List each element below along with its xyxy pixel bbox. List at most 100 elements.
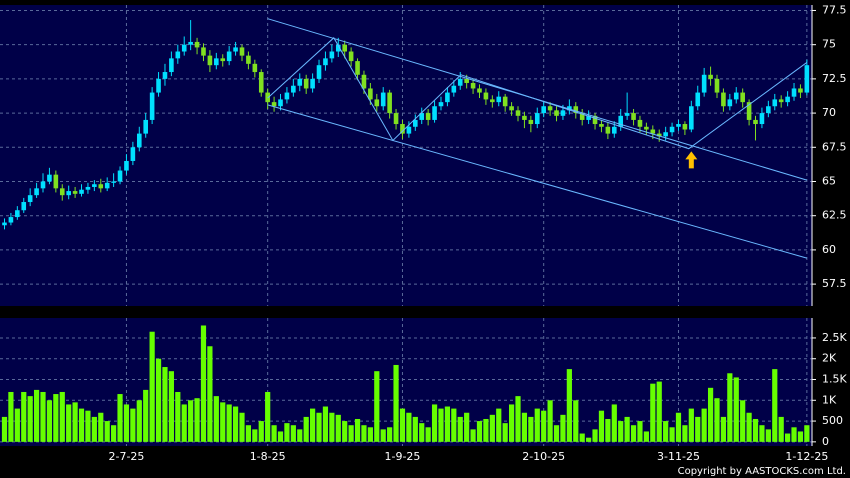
y-tick-label: 67.5: [822, 140, 847, 153]
volume-bar: [419, 423, 425, 442]
candle-body: [624, 113, 630, 116]
volume-bar: [130, 408, 136, 442]
candle-body: [560, 110, 566, 116]
candle-body: [316, 65, 322, 79]
y-tick-label: 1K: [822, 393, 837, 406]
candle-body: [136, 133, 142, 148]
trend-line: [267, 104, 808, 259]
candle-body: [8, 217, 14, 223]
volume-bar: [444, 406, 451, 442]
candle-body: [419, 113, 425, 120]
volume-bar: [650, 383, 656, 442]
candle-body: [579, 113, 585, 120]
volume-bar: [322, 406, 329, 442]
volume-bar: [701, 408, 707, 442]
candle-body: [477, 88, 482, 93]
volume-bar: [1, 416, 8, 442]
candle-body: [111, 181, 116, 183]
volume-bar: [772, 369, 778, 442]
x-tick-label: 3-11-25: [657, 450, 700, 463]
candle-body: [528, 119, 534, 125]
candle-body: [759, 113, 765, 125]
volume-bar: [284, 423, 290, 442]
volume-bar: [438, 408, 444, 442]
volume-bar: [123, 404, 130, 442]
x-tick-label: 1-9-25: [385, 450, 421, 463]
candle-body: [637, 119, 643, 127]
volume-bar: [232, 406, 239, 442]
volume-bar: [367, 427, 373, 442]
y-tick-label: 1.5K: [822, 373, 847, 386]
volume-bar: [534, 408, 540, 442]
volume-bar: [265, 391, 271, 442]
volume-bar: [682, 425, 688, 442]
volume-bar: [277, 431, 284, 442]
volume-bar: [27, 396, 33, 442]
volume-bar: [489, 414, 495, 442]
trend-line: [267, 37, 808, 150]
candle-body: [175, 51, 181, 59]
volume-bar: [695, 416, 701, 442]
price-panel: [0, 5, 812, 306]
candle-body: [380, 92, 386, 107]
volume-bar: [53, 394, 59, 442]
volume-bar: [720, 416, 727, 442]
candle-body: [79, 189, 84, 194]
volume-bar: [515, 396, 521, 442]
candle-body: [355, 61, 360, 75]
candle-body: [791, 88, 797, 97]
volume-bar: [136, 400, 142, 442]
candle-body: [644, 126, 649, 130]
volume-bar: [579, 433, 585, 442]
volume-bar: [752, 418, 759, 442]
candle-body: [2, 222, 7, 226]
volume-bar: [117, 394, 123, 442]
candle-body: [547, 106, 553, 111]
candle-body: [329, 51, 335, 59]
candle-body: [278, 99, 283, 107]
y-tick-label: 62.5: [822, 209, 847, 222]
candle-body: [188, 41, 193, 45]
volume-bar: [91, 416, 97, 442]
candle-body: [541, 106, 546, 114]
volume-bar: [200, 325, 207, 442]
volume-bar: [33, 389, 40, 442]
volume-bar: [624, 416, 630, 442]
volume-bar: [290, 425, 296, 442]
volume-bar: [380, 429, 386, 442]
x-tick-label: 1-8-25: [250, 450, 286, 463]
candle-body: [733, 92, 739, 100]
candle-body: [303, 78, 309, 89]
y-tick-label: 2K: [822, 352, 837, 365]
volume-bar: [207, 346, 213, 442]
volume-bar: [59, 391, 65, 442]
candle-body: [265, 92, 270, 103]
candle-body: [323, 58, 328, 66]
volume-bar: [258, 421, 264, 442]
candle-body: [201, 47, 206, 56]
volume-bar: [630, 425, 637, 442]
candle-body: [432, 106, 437, 120]
volume-bar: [175, 391, 181, 442]
candle-body: [310, 78, 315, 89]
candle-body: [611, 126, 617, 134]
candle-body: [778, 99, 784, 103]
volume-bar: [457, 416, 463, 442]
volume-bar: [8, 391, 14, 442]
arrow-marker: [685, 151, 698, 169]
x-tick-label: 1-12-25: [785, 450, 828, 463]
volume-bar: [143, 389, 149, 442]
candle-body: [53, 174, 59, 189]
volume-bar: [553, 425, 560, 442]
volume-bar: [111, 425, 117, 442]
volume-bar: [329, 412, 335, 442]
candle-body: [727, 99, 733, 107]
volume-bar: [412, 416, 418, 442]
candle-body: [746, 102, 752, 120]
candle-body: [66, 191, 71, 196]
candle-body: [21, 202, 27, 211]
volume-bar: [387, 427, 393, 442]
candle-body: [181, 44, 187, 52]
volume-bar: [245, 425, 252, 442]
